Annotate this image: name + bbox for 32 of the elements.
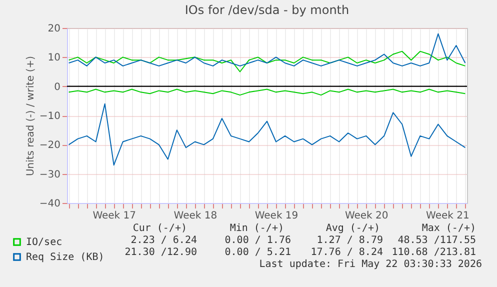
line-series [68,50,466,72]
text: Cur (-/+) [132,223,187,234]
y-tick-label: −40 [39,198,60,210]
line-series [68,33,466,66]
text: 0.00 / 5.21 [224,247,291,258]
text: 1.27 / 8.79 [316,235,383,246]
x-tick-label: Week 20 [344,210,388,222]
text: 21.30 /12.90 [124,247,197,258]
text: 2.23 / 6.24 [130,235,197,246]
y-tick-label: 10 [48,52,60,64]
y-axis-title: Units read (-) / write (+) [25,56,36,176]
y-tick-label: −20 [39,140,60,152]
legend-label: Req Size (KB) [26,252,104,263]
legend-label: IO/sec [26,237,62,248]
y-tick-label: −30 [39,169,60,180]
x-tick-label: Week 17 [92,210,136,222]
line-series [68,103,466,166]
y-tick-label: 20 [48,24,60,34]
text: Last update: Fri May 22 03:30:33 2026 [259,259,482,270]
text: 110.68 /213.81 [392,247,476,258]
text: 0.00 / 1.76 [224,235,291,246]
x-tick-label: Week 21 [426,210,470,222]
x-tick-label: Week 18 [174,210,218,222]
text: Max (-/+) [422,223,476,234]
chart-title: IOs for /dev/sda - by month [184,3,350,17]
x-tick-label: Week 19 [254,210,298,222]
text: Avg (-/+) [326,223,380,234]
y-tick-label: 0 [54,82,60,93]
text: 48.53 /117.55 [398,235,476,246]
text: 17.76 / 8.24 [310,247,383,258]
text: Min (-/+) [230,223,284,234]
y-tick-label: −10 [39,111,60,122]
